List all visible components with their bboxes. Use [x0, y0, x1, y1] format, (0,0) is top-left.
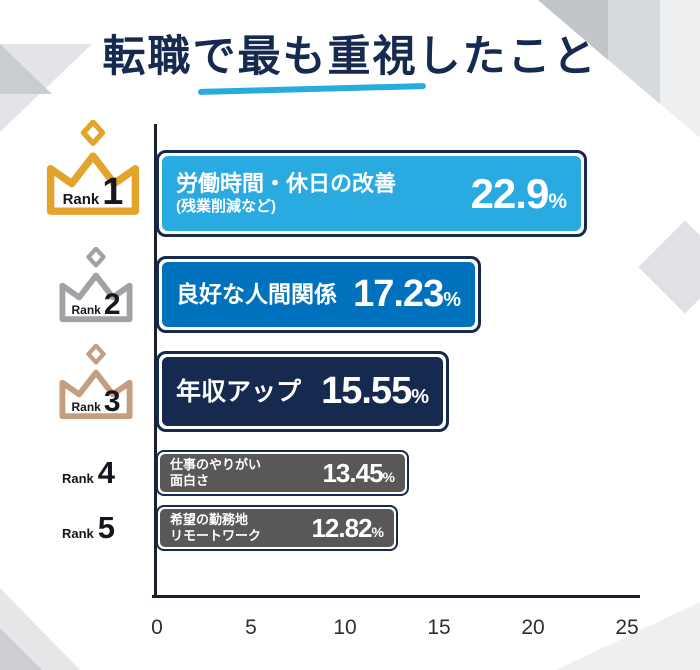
bar-fill: 良好な人間関係 17.23 % — [162, 262, 475, 327]
title-underline — [197, 83, 427, 95]
value-number: 22.9 — [470, 169, 550, 217]
rank-5-label: Rank 5 — [62, 512, 115, 543]
bar-label-line: 仕事のやりがい — [170, 457, 262, 473]
x-tick-label: 20 — [521, 616, 545, 639]
rank-label: Rank 3 — [54, 387, 138, 417]
percent-sign: % — [371, 523, 384, 540]
rank-label: Rank 1 — [40, 173, 146, 211]
silver-crown-icon — [59, 247, 133, 323]
bar-label: 労働時間・休日の改善 (残業削減など) — [176, 171, 396, 215]
gold-crown-icon — [46, 120, 140, 215]
bar-label: 良好な人間関係 — [176, 281, 337, 309]
bar-label-line: 希望の勤務地 — [170, 512, 249, 528]
y-axis — [154, 124, 157, 598]
bg-decoration — [638, 220, 700, 314]
bar-label-line: 良好な人間関係 — [176, 280, 337, 307]
x-tick-label: 10 — [333, 616, 357, 639]
bar-label-line: 年収アップ — [176, 377, 302, 406]
x-axis — [152, 595, 640, 598]
bar-value: 22.9 % — [471, 170, 567, 218]
bar-value: 15.55 % — [321, 370, 429, 413]
rank-1-badge: Rank 1 — [40, 120, 146, 218]
bar-fill: 年収アップ 15.55 % — [162, 357, 443, 426]
bar-label-line: (残業削減など) — [176, 197, 276, 215]
rank-number: 5 — [97, 510, 116, 545]
chart-title: 転職で最も重視したこと — [102, 33, 598, 81]
percent-sign: % — [382, 468, 395, 485]
rank-word: Rank — [71, 400, 101, 415]
x-tick-label: 5 — [245, 616, 257, 639]
value-number: 15.55 — [321, 370, 412, 412]
bar-rank-4: 仕事のやりがい 面白さ 13.45 % — [156, 450, 409, 496]
rank-word: Rank — [62, 526, 94, 541]
rank-word: Rank — [71, 303, 101, 318]
bar-label-line: リモートワーク — [170, 528, 262, 543]
rank-number: 4 — [97, 455, 116, 490]
value-number: 12.82 — [311, 512, 372, 543]
bar-value: 12.82 % — [311, 513, 384, 544]
percent-sign: % — [443, 289, 461, 311]
bar-rank-2: 良好な人間関係 17.23 % — [156, 256, 481, 333]
bar-label: 仕事のやりがい 面白さ — [170, 457, 261, 488]
value-number: 13.45 — [322, 457, 383, 488]
bronze-crown-icon — [59, 344, 133, 420]
percent-sign: % — [548, 189, 567, 213]
x-tick-label: 15 — [427, 616, 451, 639]
bar-rank-3: 年収アップ 15.55 % — [156, 351, 449, 432]
rank-number: 3 — [103, 385, 121, 419]
rank-3-badge: Rank 3 — [54, 344, 138, 421]
bar-label-line: 面白さ — [170, 473, 210, 488]
rank-4-label: Rank 4 — [62, 457, 115, 488]
bar-label: 希望の勤務地 リモートワーク — [170, 512, 261, 543]
bar-fill: 希望の勤務地 リモートワーク 12.82 % — [160, 509, 394, 547]
rank-label: Rank 2 — [54, 290, 138, 320]
rank-word: Rank — [62, 190, 100, 208]
bar-rank-5: 希望の勤務地 リモートワーク 12.82 % — [156, 505, 398, 551]
rank-number: 2 — [103, 288, 121, 322]
x-tick-label: 0 — [151, 616, 163, 639]
rank-2-badge: Rank 2 — [54, 247, 138, 324]
bar-value: 17.23 % — [353, 273, 461, 316]
bar-rank-1: 労働時間・休日の改善 (残業削減など) 22.9 % — [156, 150, 587, 237]
bar-fill: 労働時間・休日の改善 (残業削減など) 22.9 % — [162, 156, 581, 231]
bar-label: 年収アップ — [176, 377, 301, 407]
bar-value: 13.45 % — [322, 458, 395, 489]
bar-fill: 仕事のやりがい 面白さ 13.45 % — [160, 454, 405, 492]
percent-sign: % — [411, 386, 429, 408]
bar-label-line: 労働時間・休日の改善 — [176, 171, 397, 197]
x-tick-label: 25 — [615, 616, 639, 639]
rank-number: 1 — [102, 170, 124, 213]
rank-word: Rank — [62, 471, 94, 486]
value-number: 17.23 — [353, 273, 444, 315]
